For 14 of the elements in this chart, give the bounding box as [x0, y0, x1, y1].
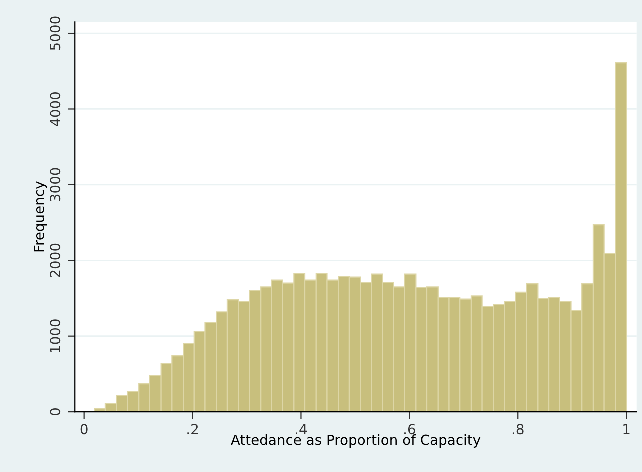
x-tick-label: .4 — [296, 424, 308, 434]
x-tick-label: .8 — [512, 424, 524, 435]
x-tick-label: 0 — [80, 424, 88, 435]
x-tick-label: .6 — [404, 424, 416, 435]
y-tick-label: 3000 — [50, 168, 61, 202]
x-axis-title: Attedance as Proportion of Capacity — [231, 434, 481, 448]
y-axis-title: Frequency — [34, 182, 48, 252]
y-tick-label: 0 — [50, 408, 61, 416]
y-tick-label: 1000 — [50, 320, 61, 352]
x-tick-label: .2 — [188, 424, 198, 434]
y-tick-label: 2000 — [50, 244, 61, 278]
y-tick-label: 5000 — [50, 16, 61, 50]
x-tick-label: 1 — [624, 424, 630, 434]
y-tick-label: 4000 — [50, 92, 61, 126]
